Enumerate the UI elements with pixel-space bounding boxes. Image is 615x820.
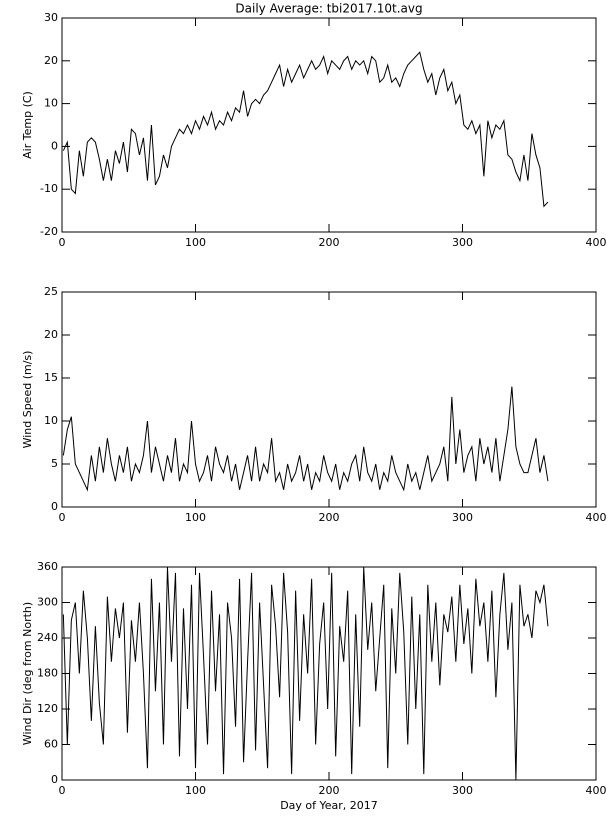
chart-title: Daily Average: tbi2017.10t.avg	[235, 2, 422, 16]
x-tick-label: 200	[319, 511, 340, 524]
y-axis-label: Wind Dir (deg from North)	[21, 602, 34, 745]
y-tick-label: 180	[37, 667, 58, 680]
x-tick-label: 0	[59, 511, 66, 524]
y-tick-label: 360	[37, 560, 58, 573]
y-tick-label: 25	[44, 285, 58, 298]
x-tick-label: 300	[452, 784, 473, 797]
x-tick-label: 400	[586, 511, 607, 524]
x-tick-label: 0	[59, 236, 66, 249]
y-axis-label: Wind Speed (m/s)	[21, 351, 34, 449]
x-tick-label: 100	[185, 511, 206, 524]
y-tick-label: 20	[44, 328, 58, 341]
data-line	[62, 566, 549, 781]
data-line	[62, 51, 549, 208]
x-tick-label: 300	[452, 236, 473, 249]
y-tick-label: 120	[37, 702, 58, 715]
x-tick-label: 0	[59, 784, 66, 797]
x-tick-label: 300	[452, 511, 473, 524]
x-tick-label: 100	[185, 236, 206, 249]
x-tick-label: 200	[319, 784, 340, 797]
y-tick-label: 5	[51, 457, 58, 470]
data-line	[62, 386, 549, 492]
y-tick-label: -10	[40, 182, 58, 195]
y-tick-label: 300	[37, 596, 58, 609]
x-tick-label: 100	[185, 784, 206, 797]
plot-frame	[61, 17, 597, 233]
y-tick-label: 0	[51, 500, 58, 513]
y-tick-label: 30	[44, 11, 58, 24]
y-axis-label: Air Temp (C)	[21, 91, 34, 159]
x-axis-label: Day of Year, 2017	[280, 799, 378, 812]
x-tick-label: 400	[586, 784, 607, 797]
y-tick-label: 0	[51, 139, 58, 152]
x-tick-label: 400	[586, 236, 607, 249]
y-tick-label: 15	[44, 371, 58, 384]
y-tick-label: 240	[37, 631, 58, 644]
y-tick-label: -20	[40, 225, 58, 238]
y-tick-label: 20	[44, 54, 58, 67]
x-tick-label: 200	[319, 236, 340, 249]
y-tick-label: 0	[51, 773, 58, 786]
y-tick-label: 10	[44, 97, 58, 110]
y-tick-label: 10	[44, 414, 58, 427]
y-tick-label: 60	[44, 738, 58, 751]
